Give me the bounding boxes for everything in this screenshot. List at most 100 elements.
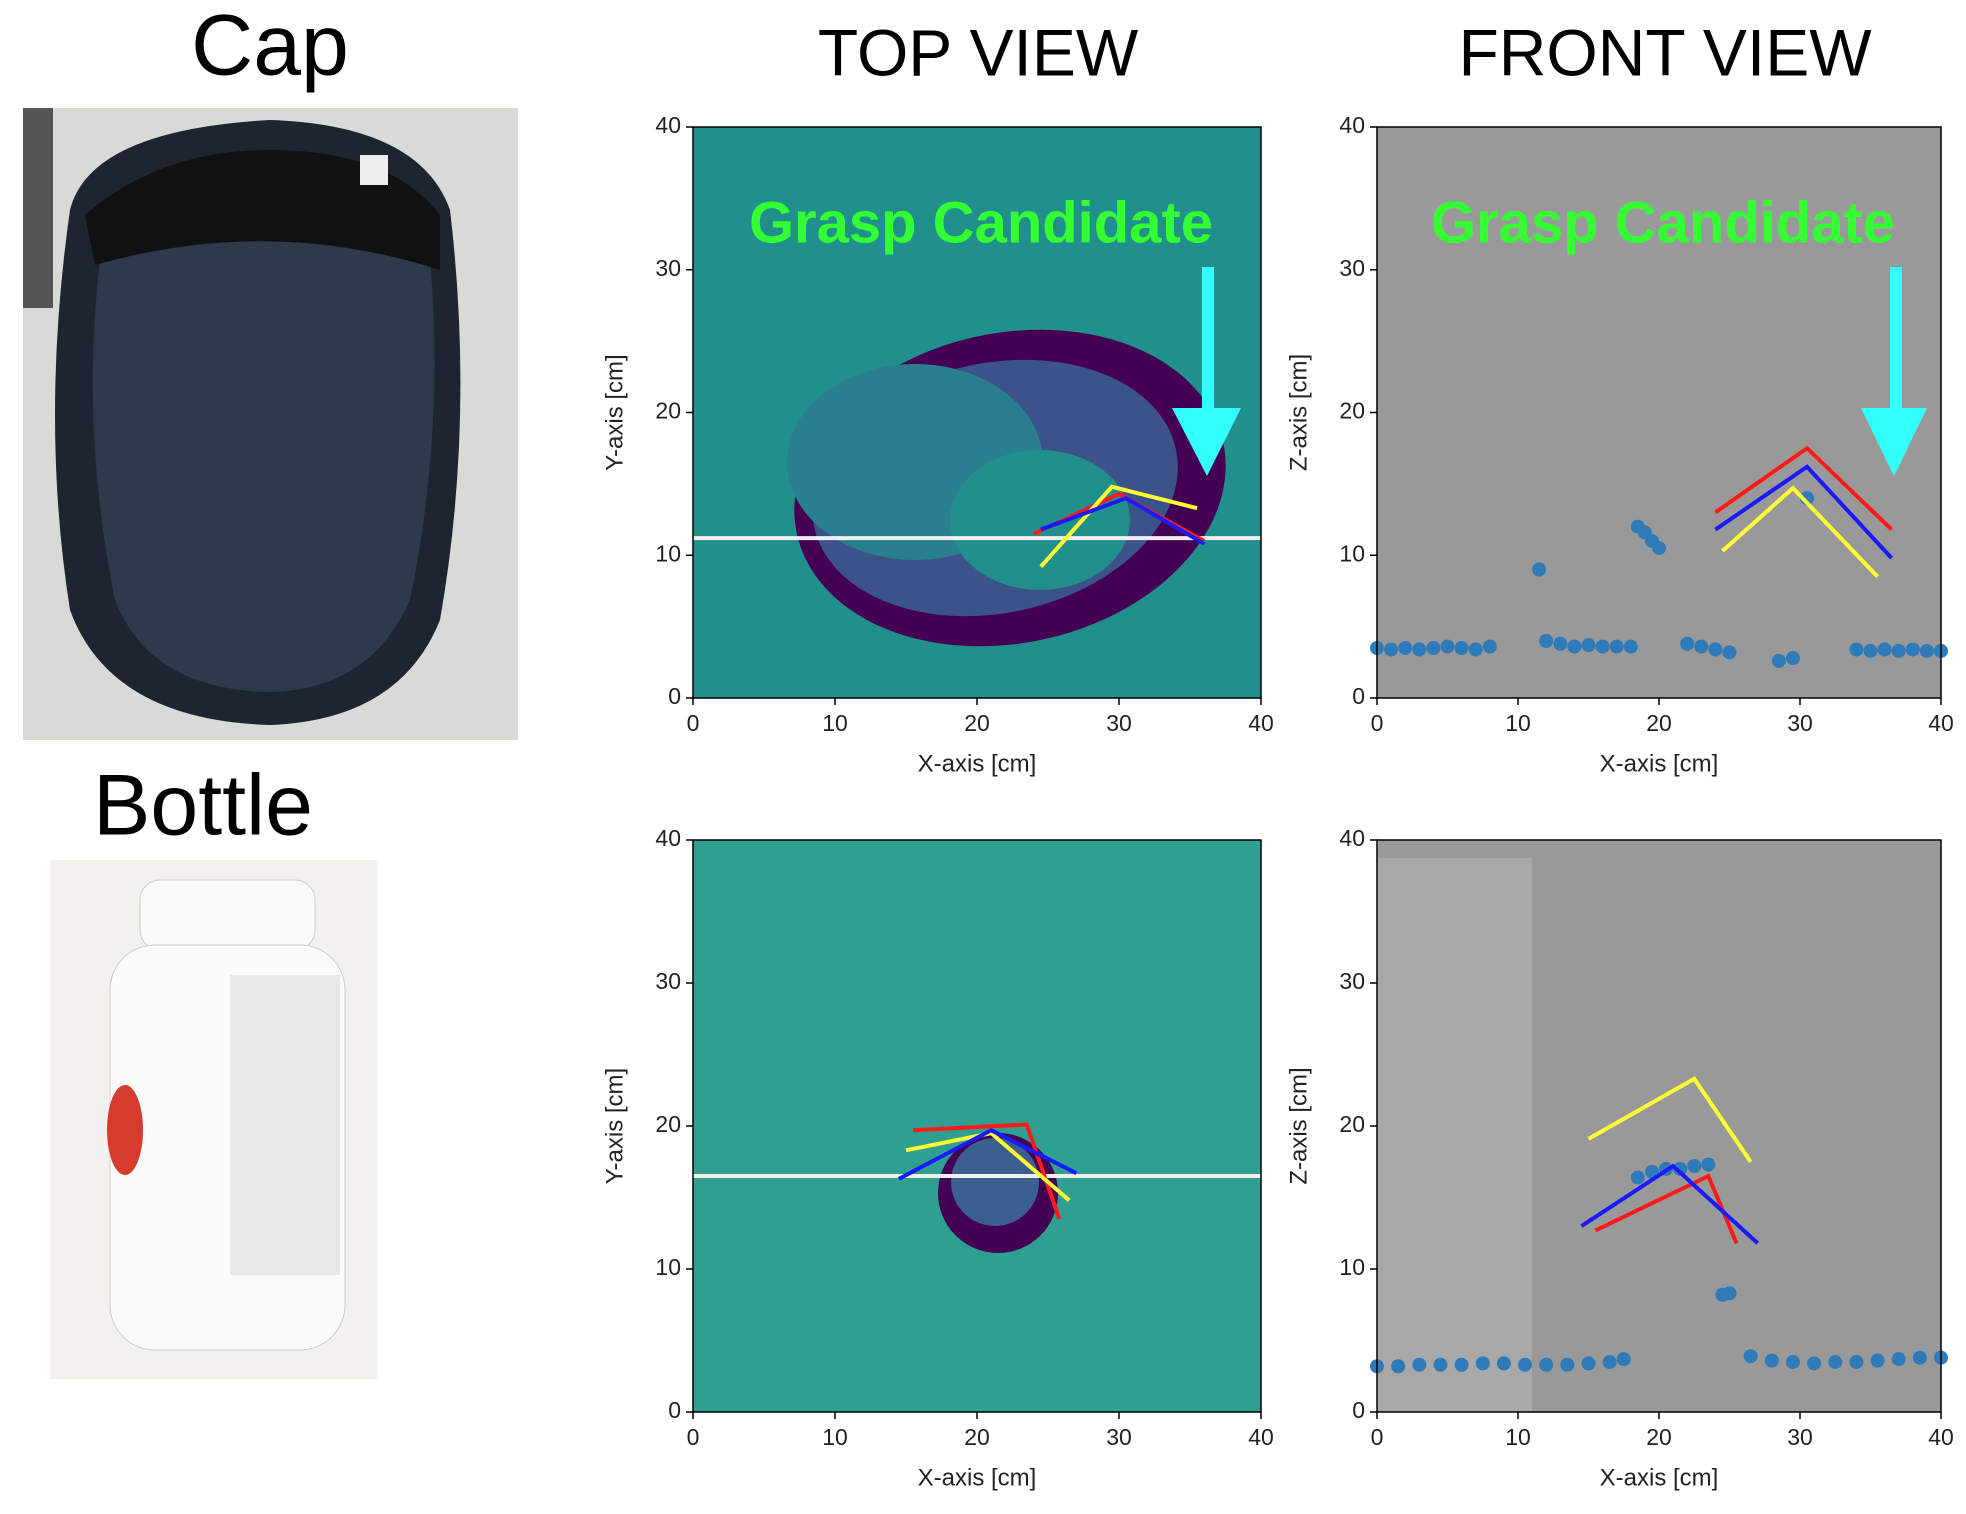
label-fruit bbox=[107, 1085, 143, 1175]
shade-region bbox=[1377, 858, 1532, 1412]
y-tick-label: 10 bbox=[1339, 1254, 1365, 1280]
y-axis-label: Z-axis [cm] bbox=[1285, 1067, 1312, 1184]
bottle-cap bbox=[139, 879, 316, 951]
point bbox=[1630, 1170, 1645, 1185]
arrow-head bbox=[1172, 408, 1241, 476]
point bbox=[1539, 1357, 1554, 1372]
x-tick-label: 30 bbox=[1106, 1424, 1132, 1450]
y-tick-label: 40 bbox=[655, 112, 681, 138]
x-tick-label: 40 bbox=[1248, 1424, 1274, 1450]
point bbox=[1518, 1357, 1533, 1372]
y-tick-label: 10 bbox=[655, 1254, 681, 1280]
point bbox=[1426, 641, 1441, 656]
y-axis-label: Z-axis [cm] bbox=[1285, 354, 1312, 471]
grasp-line bbox=[905, 1130, 1071, 1202]
x-tick-label: 0 bbox=[1371, 710, 1384, 736]
point bbox=[1891, 1352, 1906, 1367]
point bbox=[1807, 1356, 1822, 1371]
cap-top-blob bbox=[787, 329, 1226, 647]
point bbox=[1609, 639, 1624, 654]
point bbox=[1454, 1357, 1469, 1372]
point bbox=[1673, 1161, 1688, 1176]
visor-shade bbox=[92, 237, 435, 692]
x-tick-label: 0 bbox=[687, 710, 700, 736]
grasp-line bbox=[1040, 495, 1206, 546]
point bbox=[1743, 1349, 1758, 1364]
point bbox=[1870, 1353, 1885, 1368]
y-tick-label: 10 bbox=[655, 540, 681, 566]
headband bbox=[85, 150, 440, 270]
grasp-line bbox=[1580, 1163, 1760, 1245]
point bbox=[1482, 639, 1497, 654]
grasp-line bbox=[1587, 1076, 1753, 1163]
x-axis-label: X-axis [cm] bbox=[918, 750, 1037, 777]
plot: 0 10 20 30 40 0 10 20 30 40 X-axis [cm] Z-axis [cm] bbox=[1285, 825, 1953, 1491]
point bbox=[1468, 642, 1483, 657]
y-tick-label: 40 bbox=[655, 825, 681, 851]
annotation: Grasp Candidate bbox=[749, 190, 1213, 255]
cap-photo bbox=[23, 108, 518, 740]
point bbox=[1891, 643, 1906, 658]
point bbox=[1652, 541, 1666, 556]
row-label: Bottle bbox=[93, 758, 313, 854]
grasp-line bbox=[897, 1128, 1078, 1181]
y-tick-label: 0 bbox=[1352, 1397, 1365, 1423]
point bbox=[1849, 642, 1864, 657]
y-tick-label: 10 bbox=[1339, 540, 1365, 566]
plot: 0 10 20 30 40 0 10 20 30 40 X-axis [cm] Y-axis [cm] bbox=[601, 825, 1273, 1491]
grasp-line bbox=[1721, 485, 1879, 579]
point bbox=[1764, 1353, 1779, 1368]
object-fill bbox=[951, 1138, 1039, 1226]
point bbox=[1785, 651, 1800, 666]
bottle-photo bbox=[50, 860, 377, 1379]
arrow-head bbox=[1861, 408, 1927, 476]
point bbox=[1722, 1286, 1737, 1301]
y-tick-label: 0 bbox=[668, 1397, 681, 1423]
y-tick-label: 0 bbox=[668, 683, 681, 709]
point bbox=[1616, 1352, 1631, 1367]
plot: 0 10 20 30 40 0 10 20 30 40 X-axis [cm] Y-axis [cm] bbox=[601, 112, 1273, 777]
x-tick-label: 20 bbox=[1646, 710, 1672, 736]
y-axis-label: Y-axis [cm] bbox=[601, 354, 628, 470]
point bbox=[1849, 1354, 1864, 1369]
x-axis-label: X-axis [cm] bbox=[1600, 1464, 1719, 1491]
x-tick-label: 30 bbox=[1106, 710, 1132, 736]
point bbox=[1440, 639, 1455, 654]
y-tick-label: 30 bbox=[655, 255, 681, 281]
point bbox=[1581, 638, 1596, 653]
point bbox=[1771, 653, 1786, 668]
tag bbox=[360, 155, 388, 185]
y-tick-label: 30 bbox=[1339, 255, 1365, 281]
point bbox=[1687, 1159, 1702, 1174]
grasp-line bbox=[1714, 445, 1894, 531]
x-axis-label: X-axis [cm] bbox=[918, 1464, 1037, 1491]
y-tick-label: 40 bbox=[1339, 112, 1365, 138]
row-label: Cap bbox=[191, 0, 349, 94]
y-axis-label: Y-axis [cm] bbox=[601, 1068, 628, 1184]
point bbox=[1412, 642, 1427, 657]
y-tick-label: 20 bbox=[655, 398, 681, 424]
point bbox=[1433, 1357, 1448, 1372]
point bbox=[1623, 639, 1638, 654]
point bbox=[1722, 645, 1737, 660]
point bbox=[1412, 1357, 1427, 1372]
point bbox=[1785, 1354, 1800, 1369]
label bbox=[230, 975, 340, 1275]
x-tick-label: 40 bbox=[1928, 710, 1954, 736]
y-tick-label: 20 bbox=[655, 1111, 681, 1137]
y-tick-label: 30 bbox=[655, 968, 681, 994]
column-title: TOP VIEW bbox=[818, 15, 1139, 89]
x-tick-label: 20 bbox=[964, 710, 990, 736]
point bbox=[1602, 1354, 1617, 1369]
point bbox=[1905, 642, 1920, 657]
point bbox=[1694, 639, 1709, 654]
point bbox=[1532, 562, 1547, 577]
point bbox=[1912, 1350, 1927, 1365]
point bbox=[1384, 642, 1399, 657]
y-tick-label: 20 bbox=[1339, 1111, 1365, 1137]
grasp-line bbox=[1594, 1173, 1739, 1245]
x-tick-label: 20 bbox=[964, 1424, 990, 1450]
point bbox=[1708, 642, 1723, 657]
x-tick-label: 30 bbox=[1787, 1424, 1813, 1450]
point bbox=[1863, 643, 1878, 658]
